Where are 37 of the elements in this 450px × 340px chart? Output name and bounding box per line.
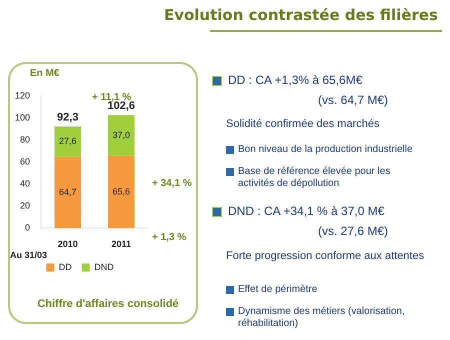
y-tick-label: 60 bbox=[20, 156, 30, 167]
y-tick-label: 0 bbox=[25, 222, 30, 233]
text: (vs. 64,7 M€) bbox=[318, 93, 390, 108]
y-tick-label: 100 bbox=[14, 112, 30, 123]
bar bbox=[54, 126, 81, 157]
bar bbox=[54, 156, 81, 228]
y-tick-label: 20 bbox=[20, 200, 30, 211]
data-label: 64,7 bbox=[58, 187, 77, 198]
text: + 34,1 % bbox=[152, 178, 193, 190]
text: Chiffre d'affaires consolidé bbox=[36, 298, 180, 311]
text: Base de référence élevée pour les activités de dépollution bbox=[238, 166, 392, 189]
x-tick-label: 2011 bbox=[111, 239, 132, 250]
data-label: 27,6 bbox=[58, 136, 77, 146]
text: Dynamisme des métiers (valorisation, réhabilitation) bbox=[238, 306, 406, 329]
total-label: 102,6 bbox=[107, 100, 136, 112]
y-tick-label: 80 bbox=[20, 134, 30, 145]
x-tick-label: 2010 bbox=[58, 239, 78, 250]
data-label: 65,6 bbox=[112, 186, 130, 197]
bar bbox=[108, 156, 134, 228]
text: Evolution contrastée des filières bbox=[164, 6, 438, 24]
text: En M€ bbox=[30, 68, 60, 80]
y-tick-label: 40 bbox=[20, 178, 30, 189]
bar bbox=[108, 115, 134, 156]
total-label: 92,3 bbox=[57, 112, 78, 124]
text: DND : CA +34,1 % à 37,0 M€ bbox=[228, 204, 386, 219]
data-label: 37,0 bbox=[112, 130, 130, 140]
text: + 1,3 % bbox=[152, 232, 188, 244]
text: DD : CA +1,3% à 65,6M€ bbox=[228, 73, 364, 88]
text: Forte progression conforme aux attentes bbox=[226, 250, 426, 263]
legend-label: DND bbox=[94, 262, 114, 272]
text: Bon niveau de la production industrielle bbox=[238, 144, 414, 156]
text: (vs. 27,6 M€) bbox=[318, 224, 390, 239]
y-tick-label: 120 bbox=[14, 90, 30, 100]
text: Solidité confirmée des marchés bbox=[226, 118, 380, 131]
text: Au 31/03 bbox=[10, 250, 48, 260]
text: Effet de périmètre bbox=[238, 284, 318, 296]
legend-label: DD bbox=[58, 262, 72, 272]
